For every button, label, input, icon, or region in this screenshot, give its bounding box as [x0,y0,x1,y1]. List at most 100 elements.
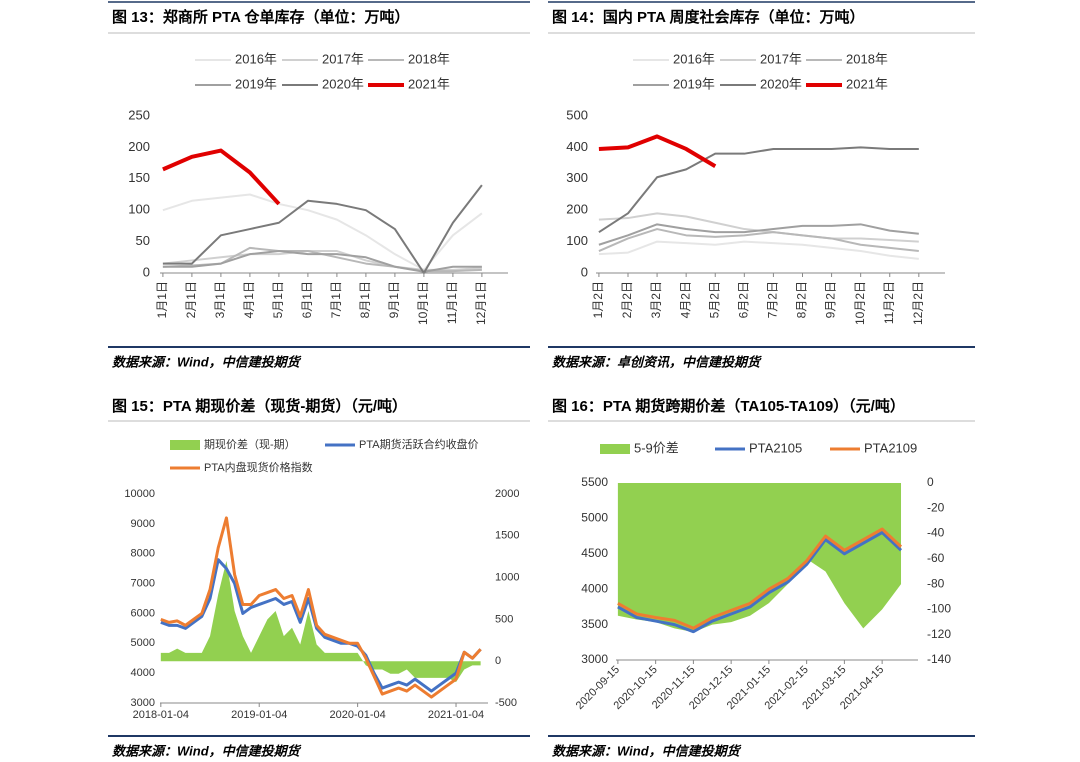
x-tick-label: 5月1日 [271,281,285,318]
figure-title: 图 14：国内 PTA 周度社会库存（单位：万吨） [552,8,865,26]
y2-tick-label: -60 [927,551,945,565]
x-tick-label: 12月1日 [474,281,488,325]
y2-tick-label: 2000 [495,488,519,500]
figure-title: 图 13：郑商所 PTA 仓单库存（单位：万吨） [112,8,410,26]
legend-label: PTA期货活跃合约收盘价 [359,437,479,451]
y-tick-label: 250 [128,107,150,122]
y-tick-label: 200 [128,139,150,154]
area [617,483,902,633]
legend-swatch [170,440,200,450]
x-tick-label: 9月2日 [824,281,838,318]
x-tick-label: 8月2日 [795,281,809,318]
y-tick-label: 5500 [581,475,608,489]
line [598,146,919,234]
line [617,527,903,630]
legend-label: 2020年 [760,76,802,91]
x-tick-label: 5月2日 [707,281,721,318]
y-tick-label: 4000 [131,667,155,679]
legend-label: 2021年 [408,76,450,91]
y-tick-label: 5000 [131,637,155,649]
x-tick-label: 2019-01-04 [231,709,287,721]
y-tick-label: 6000 [131,607,155,619]
x-tick-label: 1月2日 [591,281,605,318]
y-tick-label: 500 [566,107,588,122]
line [598,240,919,260]
y-tick-label: 0 [581,264,588,279]
x-tick-label: 2021-01-04 [428,709,484,721]
y-tick-label: 100 [128,202,150,217]
x-tick-label: 10月1日 [416,281,430,325]
source: 数据来源：Wind，中信建投期货 [112,743,302,758]
line [162,250,482,273]
x-tick-label: 3月2日 [649,281,663,318]
source: 数据来源：卓创资讯，中信建投期货 [552,354,762,369]
y-tick-label: 50 [136,233,150,248]
x-tick-label: 6月1日 [300,281,314,318]
frames [108,1,975,737]
y-tick-label: 200 [566,202,588,217]
y2-tick-label: -40 [927,526,945,540]
y-tick-label: 100 [566,233,588,248]
x-tick-label: 9月1日 [387,281,401,318]
figure-title: 图 16：PTA 期货跨期价差（TA105-TA109）（元/吨） [552,397,905,415]
legend-label: 2016年 [673,51,715,66]
x-tick-label: 4月2日 [678,281,692,318]
line [162,250,482,271]
x-tick-label: 2月1日 [184,281,198,318]
line [160,516,482,699]
line [162,148,281,206]
x-tick-label: 7月2日 [766,281,780,318]
legend-label: 2021年 [846,76,888,91]
y-tick-label: 10000 [124,488,155,500]
area [160,560,481,683]
y-tick-label: 150 [128,170,150,185]
legend-label: 2018年 [846,51,888,66]
line [598,134,717,168]
legend-label: 2019年 [235,76,277,91]
legend-label: PTA内盘现货价格指数 [204,460,313,474]
x-tick-label: 8月1日 [358,281,372,318]
legend-label: 2019年 [673,76,715,91]
legend-label: 2018年 [408,51,450,66]
line [598,228,919,253]
y-tick-label: 8000 [131,548,155,560]
x-tick-label: 11月1日 [445,281,459,324]
x-tick-label: 6月2日 [736,281,750,318]
line [162,184,483,274]
y-tick-label: 9000 [131,518,155,530]
y2-tick-label: 0 [495,655,501,667]
y2-tick-label: 1000 [495,572,519,584]
x-tick-label: 2月2日 [620,281,634,318]
line [617,531,903,634]
y2-tick-label: -100 [927,602,951,616]
x-tick-label: 2018-01-04 [133,709,189,721]
y-tick-label: 3000 [131,697,155,709]
x-tick-label: 4月1日 [242,281,256,318]
y2-tick-label: -140 [927,652,951,666]
y-tick-label: 3000 [581,652,608,666]
figure-title: 图 15：PTA 期现价差（现货-期货）（元/吨） [112,397,407,415]
y-tick-label: 0 [143,264,150,279]
legend-swatch [600,444,630,454]
legend-label: PTA2105 [749,440,802,455]
x-tick-label: 2020-01-04 [329,709,385,721]
y-tick-label: 5000 [581,511,608,525]
legend-label: 2017年 [760,51,802,66]
x-tick-label: 11月2日 [882,281,896,324]
legend-label: 2016年 [235,51,277,66]
y2-tick-label: -120 [927,627,951,641]
legend-label: 期现价差（现-期） [204,437,296,451]
legend-label: 2020年 [322,76,364,91]
y2-tick-label: 500 [495,613,513,625]
y2-tick-label: -500 [495,697,517,709]
x-tick-label: 12月2日 [911,281,925,325]
y-tick-label: 400 [566,139,588,154]
legend-label: 5-9价差 [634,440,679,455]
y-tick-label: 7000 [131,577,155,589]
source: 数据来源：Wind，中信建投期货 [112,354,302,369]
line [598,223,919,246]
x-tick-label: 10月2日 [853,281,867,325]
y-tick-label: 4000 [581,581,608,595]
legend-label: PTA2109 [864,440,917,455]
x-tick-label: 7月1日 [329,281,343,318]
